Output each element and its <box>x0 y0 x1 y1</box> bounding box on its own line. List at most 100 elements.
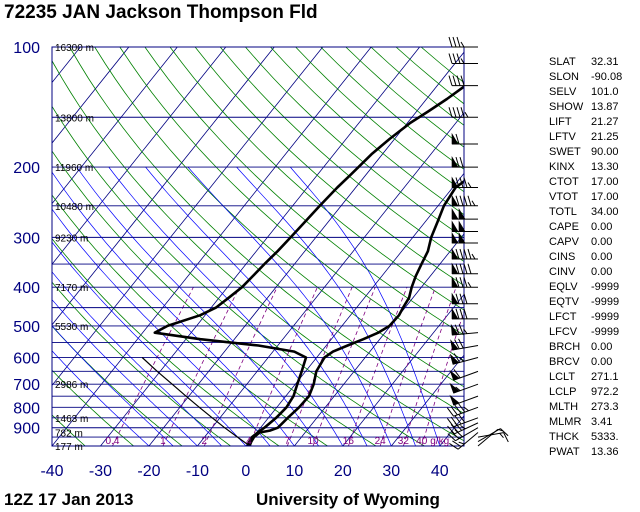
index-key: TOTL <box>549 206 577 218</box>
index-value: 17.00 <box>591 191 619 203</box>
index-key: PWAT <box>549 446 580 458</box>
wind-barb <box>446 403 479 417</box>
parcel-path <box>141 357 251 446</box>
index-key: LCLT <box>549 371 576 383</box>
wind-barb <box>449 382 479 394</box>
mixing-ratio-label: 32 <box>398 436 410 447</box>
isotherm-line <box>294 233 464 446</box>
pressure-tick-label: 700 <box>13 377 40 394</box>
mixing-ratio-label: 24 <box>375 436 387 447</box>
index-key: SLON <box>549 71 579 83</box>
wind-barb <box>448 107 478 118</box>
index-value: -9999 <box>591 296 620 308</box>
wind-barb <box>477 428 509 443</box>
wind-barb <box>477 432 509 443</box>
index-value: -9999 <box>591 281 620 293</box>
height-label: 2986 m <box>55 380 88 391</box>
isotherm-line <box>52 47 178 205</box>
index-row: LFCT -9999 <box>549 310 637 325</box>
isotherm-line <box>52 47 275 326</box>
dry-adiabat <box>119 47 464 362</box>
temperature-tick-label: -30 <box>89 463 112 480</box>
index-key: CINV <box>549 266 576 278</box>
index-key: BRCV <box>549 356 580 368</box>
isobars <box>52 46 464 447</box>
index-value: 0.00 <box>591 341 613 353</box>
index-key: CTOT <box>549 176 579 188</box>
index-key: EQTV <box>549 296 579 308</box>
index-key: CAPV <box>549 236 579 248</box>
index-value: 32.31 <box>591 56 619 68</box>
mixing-ratio-label: 0.4 <box>105 436 119 447</box>
index-value: 0.00 <box>591 356 613 368</box>
data-source: University of Wyoming <box>256 490 440 509</box>
index-value: 13.30 <box>591 161 619 173</box>
index-value: 972.2 <box>591 386 619 398</box>
index-value: 0.00 <box>591 221 613 233</box>
index-key: MLTH <box>549 401 579 413</box>
index-value: 17.00 <box>591 176 619 188</box>
temperature-profile <box>248 179 464 446</box>
index-row: LFCV -9999 <box>549 325 637 340</box>
wind-barb <box>451 176 478 189</box>
temperature-tick-label: -40 <box>40 463 63 480</box>
wind-barb <box>451 208 478 220</box>
index-row: SLON -90.08 <box>549 70 637 85</box>
pressure-tick-label: 300 <box>13 230 40 247</box>
index-key: SELV <box>549 86 577 98</box>
temperature-tick-label: 30 <box>382 463 400 480</box>
index-row: CINV 0.00 <box>549 265 637 280</box>
wind-barb <box>451 194 478 207</box>
height-label: 9230 m <box>55 233 88 244</box>
index-row: EQLV -9999 <box>549 280 637 295</box>
index-row: SELV 101.0 <box>549 85 637 100</box>
wind-barb <box>448 53 478 65</box>
index-value: -90.08 <box>591 71 623 83</box>
index-key: CAPE <box>549 221 579 233</box>
chart-title: 72235 JAN Jackson Thompson Fld <box>4 2 318 23</box>
stability-indices: SLAT 32.31 SLON -90.08 SELV 101.0 SHOW 13.87 LIF… <box>549 55 637 460</box>
index-key: KINX <box>549 161 575 173</box>
mixing-ratio-label: g/kg <box>430 436 449 447</box>
wind-barb <box>447 427 479 442</box>
wind-barb <box>449 432 479 450</box>
wind-barb <box>451 156 478 168</box>
wind-barbs <box>446 36 509 450</box>
wind-barb <box>448 75 478 87</box>
wind-barb <box>451 292 478 305</box>
index-key: VTOT <box>549 191 579 203</box>
dry-adiabat <box>52 238 280 446</box>
dry-adiabat <box>52 194 328 446</box>
index-row: LCLP 972.2 <box>549 385 637 400</box>
wind-barb <box>450 338 479 351</box>
index-value: 3.41 <box>591 416 613 428</box>
index-row: SHOW 13.87 <box>549 100 637 115</box>
wind-barb <box>446 413 479 428</box>
index-row: CAPV 0.00 <box>549 235 637 250</box>
height-label: 782 m <box>55 428 83 439</box>
temperature-tick-label: 10 <box>285 463 303 480</box>
temperature-tick-label: -10 <box>186 463 209 480</box>
index-key: SLAT <box>549 56 576 68</box>
isotherm-line <box>342 293 464 446</box>
mixing-ratio-label: 4 <box>246 436 252 447</box>
index-row: LCLT 271.1 <box>549 370 637 385</box>
temperature-tick-label: 40 <box>431 463 449 480</box>
height-label: 177 m <box>55 442 83 453</box>
background-grid <box>52 47 464 446</box>
index-row: BRCV 0.00 <box>549 355 637 370</box>
index-row: LFTV 21.25 <box>549 130 637 145</box>
wind-barb <box>451 220 478 232</box>
index-row: SLAT 32.31 <box>549 55 637 70</box>
index-row: THCK 5333. <box>549 430 637 445</box>
index-value: 271.1 <box>591 371 619 383</box>
index-value: -9999 <box>591 326 620 338</box>
pressure-tick-label: 100 <box>13 40 40 57</box>
dry-adiabat <box>52 59 464 442</box>
mixing-ratio-line <box>403 287 457 446</box>
index-row: PWAT 13.36 <box>549 445 637 460</box>
index-value: 0.00 <box>591 266 613 278</box>
wind-barb <box>450 323 479 336</box>
